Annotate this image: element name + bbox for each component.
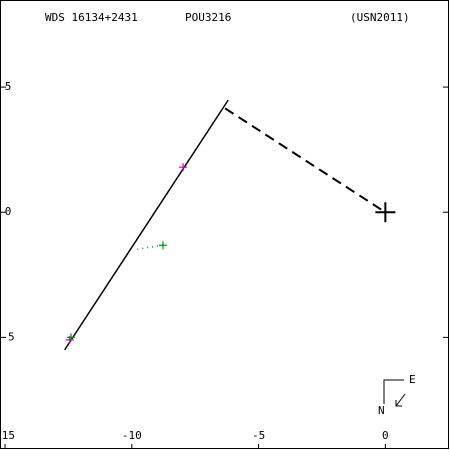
series-line	[134, 244, 164, 251]
series-line	[64, 99, 229, 351]
x-tick-label: -5	[252, 429, 265, 442]
y-tick-label: 5	[5, 80, 12, 93]
point-marker	[179, 163, 188, 172]
compass: E N	[378, 373, 416, 417]
chart-title: WDS 16134+2431	[45, 11, 138, 24]
compass-axes	[383, 379, 404, 404]
compass-arrowhead	[395, 400, 402, 407]
y-tick-label: 0	[5, 205, 12, 218]
compass-arrow	[395, 393, 406, 407]
x-tick-label: 0	[382, 429, 389, 442]
chart-subtitle: POU3216	[185, 11, 231, 24]
x-tick-label: -10	[122, 429, 142, 442]
point-marker	[159, 241, 168, 250]
series-line	[224, 107, 386, 214]
y-tick-label: -5	[1, 330, 14, 343]
point-marker	[375, 202, 396, 223]
x-tick-label: -15	[0, 429, 15, 442]
compass-east: E	[409, 373, 416, 386]
compass-north: N	[378, 404, 385, 417]
reference: (USN2011)	[350, 11, 410, 24]
point-marker	[66, 333, 75, 342]
